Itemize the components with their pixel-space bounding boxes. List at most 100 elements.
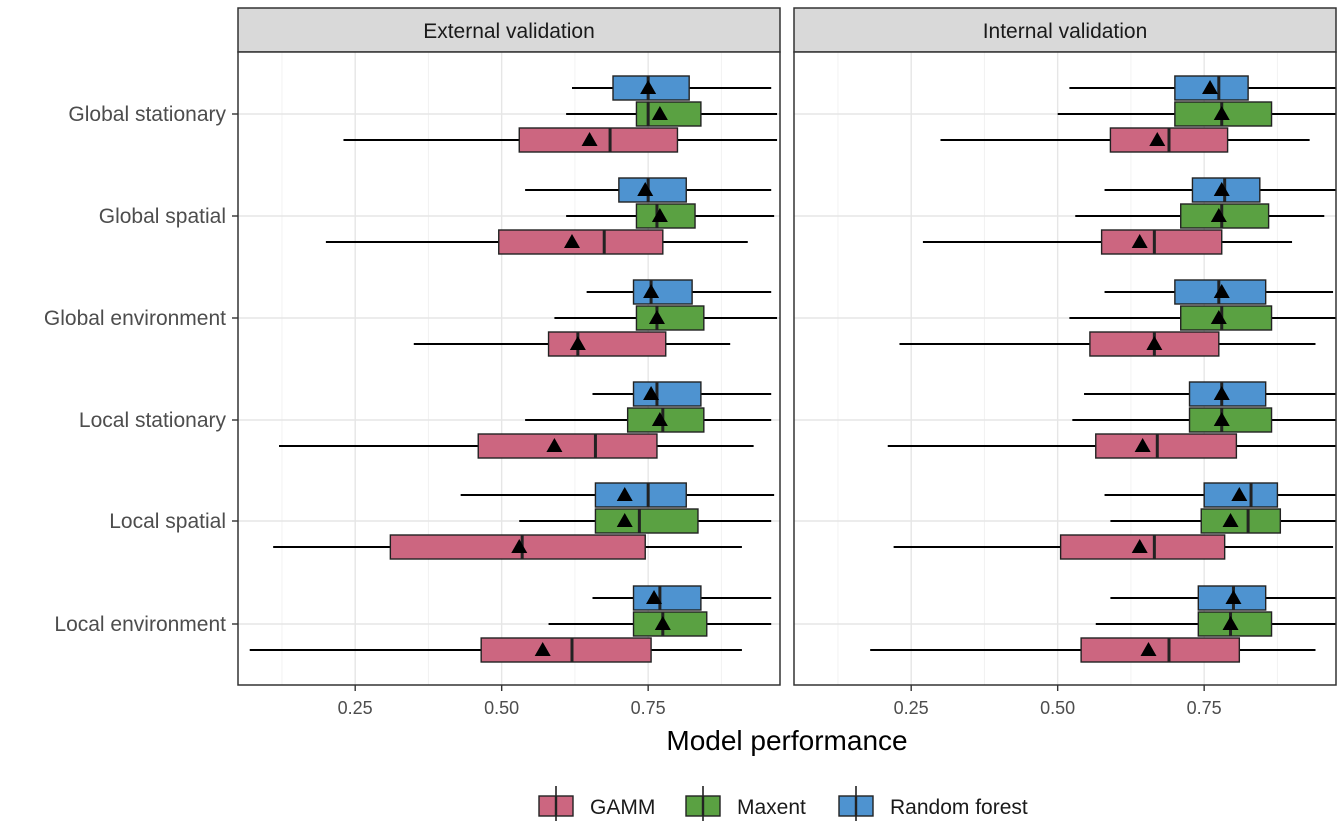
x-axis-title: Model performance	[666, 725, 907, 756]
mean-marker	[1213, 182, 1230, 196]
iqr-box	[1180, 203, 1270, 229]
iqr-box	[632, 381, 702, 407]
box-random-forest	[571, 75, 772, 101]
x-tick-label: 0.75	[631, 698, 666, 718]
mean-marker	[654, 616, 671, 630]
iqr-box	[498, 229, 664, 255]
legend: GAMM Maxent Random forest	[538, 786, 1028, 826]
mean-marker	[1213, 106, 1230, 120]
box-maxent	[554, 305, 778, 331]
box-random-forest	[1069, 75, 1336, 101]
mean-marker	[569, 336, 586, 350]
mean-marker	[563, 234, 580, 248]
box-random-forest	[1104, 279, 1334, 305]
legend-item-random-forest: Random forest	[838, 786, 1028, 826]
box-gamm	[870, 637, 1316, 663]
x-tick-label: 0.25	[894, 698, 929, 718]
x-tick-label: 0.50	[484, 698, 519, 718]
mean-marker	[1225, 590, 1242, 604]
legend-label: Random forest	[890, 796, 1028, 819]
mean-marker	[1210, 208, 1227, 222]
box-gamm	[922, 229, 1293, 255]
box-maxent	[1110, 508, 1336, 534]
iqr-box	[1095, 433, 1238, 459]
mean-marker	[640, 80, 657, 94]
iqr-box	[632, 279, 693, 305]
mean-marker	[534, 642, 551, 656]
box-random-forest	[1104, 177, 1336, 203]
category-label: Global stationary	[68, 103, 226, 126]
iqr-box	[1200, 508, 1282, 534]
iqr-box	[632, 585, 702, 611]
box-gamm	[273, 534, 742, 560]
box-gamm	[249, 637, 742, 663]
mean-marker	[1213, 284, 1230, 298]
box-gamm	[413, 331, 731, 357]
x-tick-label: 0.50	[1040, 698, 1075, 718]
panel-strip	[237, 7, 781, 53]
box-random-forest	[1104, 482, 1336, 508]
mean-marker	[1222, 616, 1239, 630]
iqr-box	[635, 305, 705, 331]
box-maxent	[548, 611, 772, 637]
box-gamm	[325, 229, 748, 255]
box-maxent	[566, 101, 778, 127]
iqr-box	[635, 101, 702, 127]
mean-marker	[651, 106, 668, 120]
iqr-box	[1100, 229, 1223, 255]
box-random-forest	[592, 585, 772, 611]
mean-marker	[643, 386, 660, 400]
mean-marker	[1213, 412, 1230, 426]
panel-2: Internal validation 0.25 0.50 0.75	[793, 7, 1337, 718]
mean-marker	[546, 438, 563, 452]
box-maxent	[1095, 611, 1336, 637]
mean-marker	[1131, 539, 1148, 553]
iqr-box	[1188, 407, 1273, 433]
legend-item-maxent: Maxent	[685, 786, 806, 826]
box-gamm	[343, 127, 778, 153]
box-random-forest	[592, 381, 772, 407]
mean-marker	[581, 132, 598, 146]
box-random-forest	[1084, 381, 1336, 407]
box-gamm	[887, 433, 1336, 459]
box-random-forest	[525, 177, 772, 203]
x-tick-label: 0.25	[338, 698, 373, 718]
box-random-forest	[586, 279, 772, 305]
mean-marker	[616, 487, 633, 501]
box-random-forest	[1110, 585, 1336, 611]
legend-label: Maxent	[737, 796, 806, 819]
category-labels: Global stationary Global spatial Global en…	[44, 103, 238, 636]
box-maxent	[519, 508, 772, 534]
mean-marker	[643, 284, 660, 298]
box-random-forest	[460, 482, 775, 508]
panel-1: External validation 0.25 0.50 0.75	[237, 7, 781, 718]
iqr-box	[1180, 305, 1273, 331]
mean-marker	[648, 310, 665, 324]
box-maxent	[525, 407, 772, 433]
mean-marker	[1146, 336, 1163, 350]
iqr-box	[632, 611, 708, 637]
box-maxent	[566, 203, 775, 229]
mean-marker	[1213, 386, 1230, 400]
box-gamm	[899, 331, 1316, 357]
panel-border	[793, 51, 1337, 686]
panel-border	[237, 51, 781, 686]
plot-area	[794, 52, 1336, 685]
mean-marker	[1231, 487, 1248, 501]
mean-marker	[637, 182, 654, 196]
category-label: Local stationary	[79, 409, 227, 432]
mean-marker	[1149, 132, 1166, 146]
box-gamm	[893, 534, 1334, 560]
mean-marker	[651, 412, 668, 426]
mean-marker	[1222, 513, 1239, 527]
mean-marker	[1202, 80, 1219, 94]
box-gamm	[940, 127, 1310, 153]
category-label: Local environment	[54, 613, 226, 636]
box-maxent	[1069, 305, 1336, 331]
iqr-box	[594, 482, 687, 508]
category-label: Local spatial	[109, 510, 226, 533]
x-tick-label: 0.75	[1187, 698, 1222, 718]
iqr-box	[626, 407, 705, 433]
